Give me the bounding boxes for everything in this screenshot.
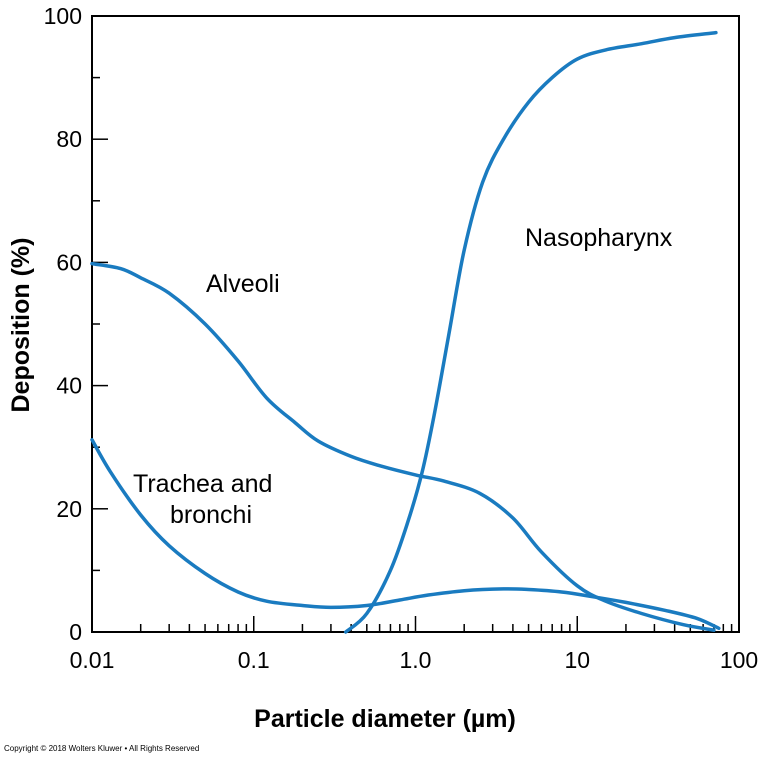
series-line-trachea-and-bronchi: [90, 438, 721, 631]
series-line-alveoli: [90, 261, 716, 632]
x-tick-labels: 0.01 0.1 1.0 10 100: [70, 647, 759, 673]
x-tick-label: 100: [720, 647, 758, 673]
y-tick-label: 0: [69, 619, 82, 645]
axis-ticks: [91, 15, 740, 633]
series-line-nasopharynx: [343, 30, 718, 634]
y-tick-labels: 0 20 40 60 80 100: [44, 3, 82, 645]
copyright-notice: Copyright © 2018 Wolters Kluwer • All Ri…: [4, 744, 200, 753]
x-axis-title: Particle diameter (µm): [254, 705, 516, 733]
annotation-trachea-line1: Trachea and: [133, 470, 272, 498]
annotation-alveoli: Alveoli: [206, 270, 280, 298]
annotation-nasopharynx: Nasopharynx: [525, 224, 673, 252]
y-axis-title: Deposition (%): [7, 238, 35, 413]
x-tick-label: 10: [564, 647, 590, 673]
y-tick-label: 80: [56, 126, 82, 152]
plot-frame: [91, 15, 740, 633]
y-tick-label: 100: [44, 3, 82, 29]
y-tick-label: 40: [56, 373, 82, 399]
x-tick-label: 0.01: [70, 647, 115, 673]
y-tick-label: 20: [56, 496, 82, 522]
x-tick-label: 1.0: [400, 647, 432, 673]
series-curves: [90, 30, 721, 634]
y-tick-label: 60: [56, 249, 82, 275]
x-tick-label: 0.1: [238, 647, 270, 673]
annotation-trachea-line2: bronchi: [170, 501, 252, 529]
